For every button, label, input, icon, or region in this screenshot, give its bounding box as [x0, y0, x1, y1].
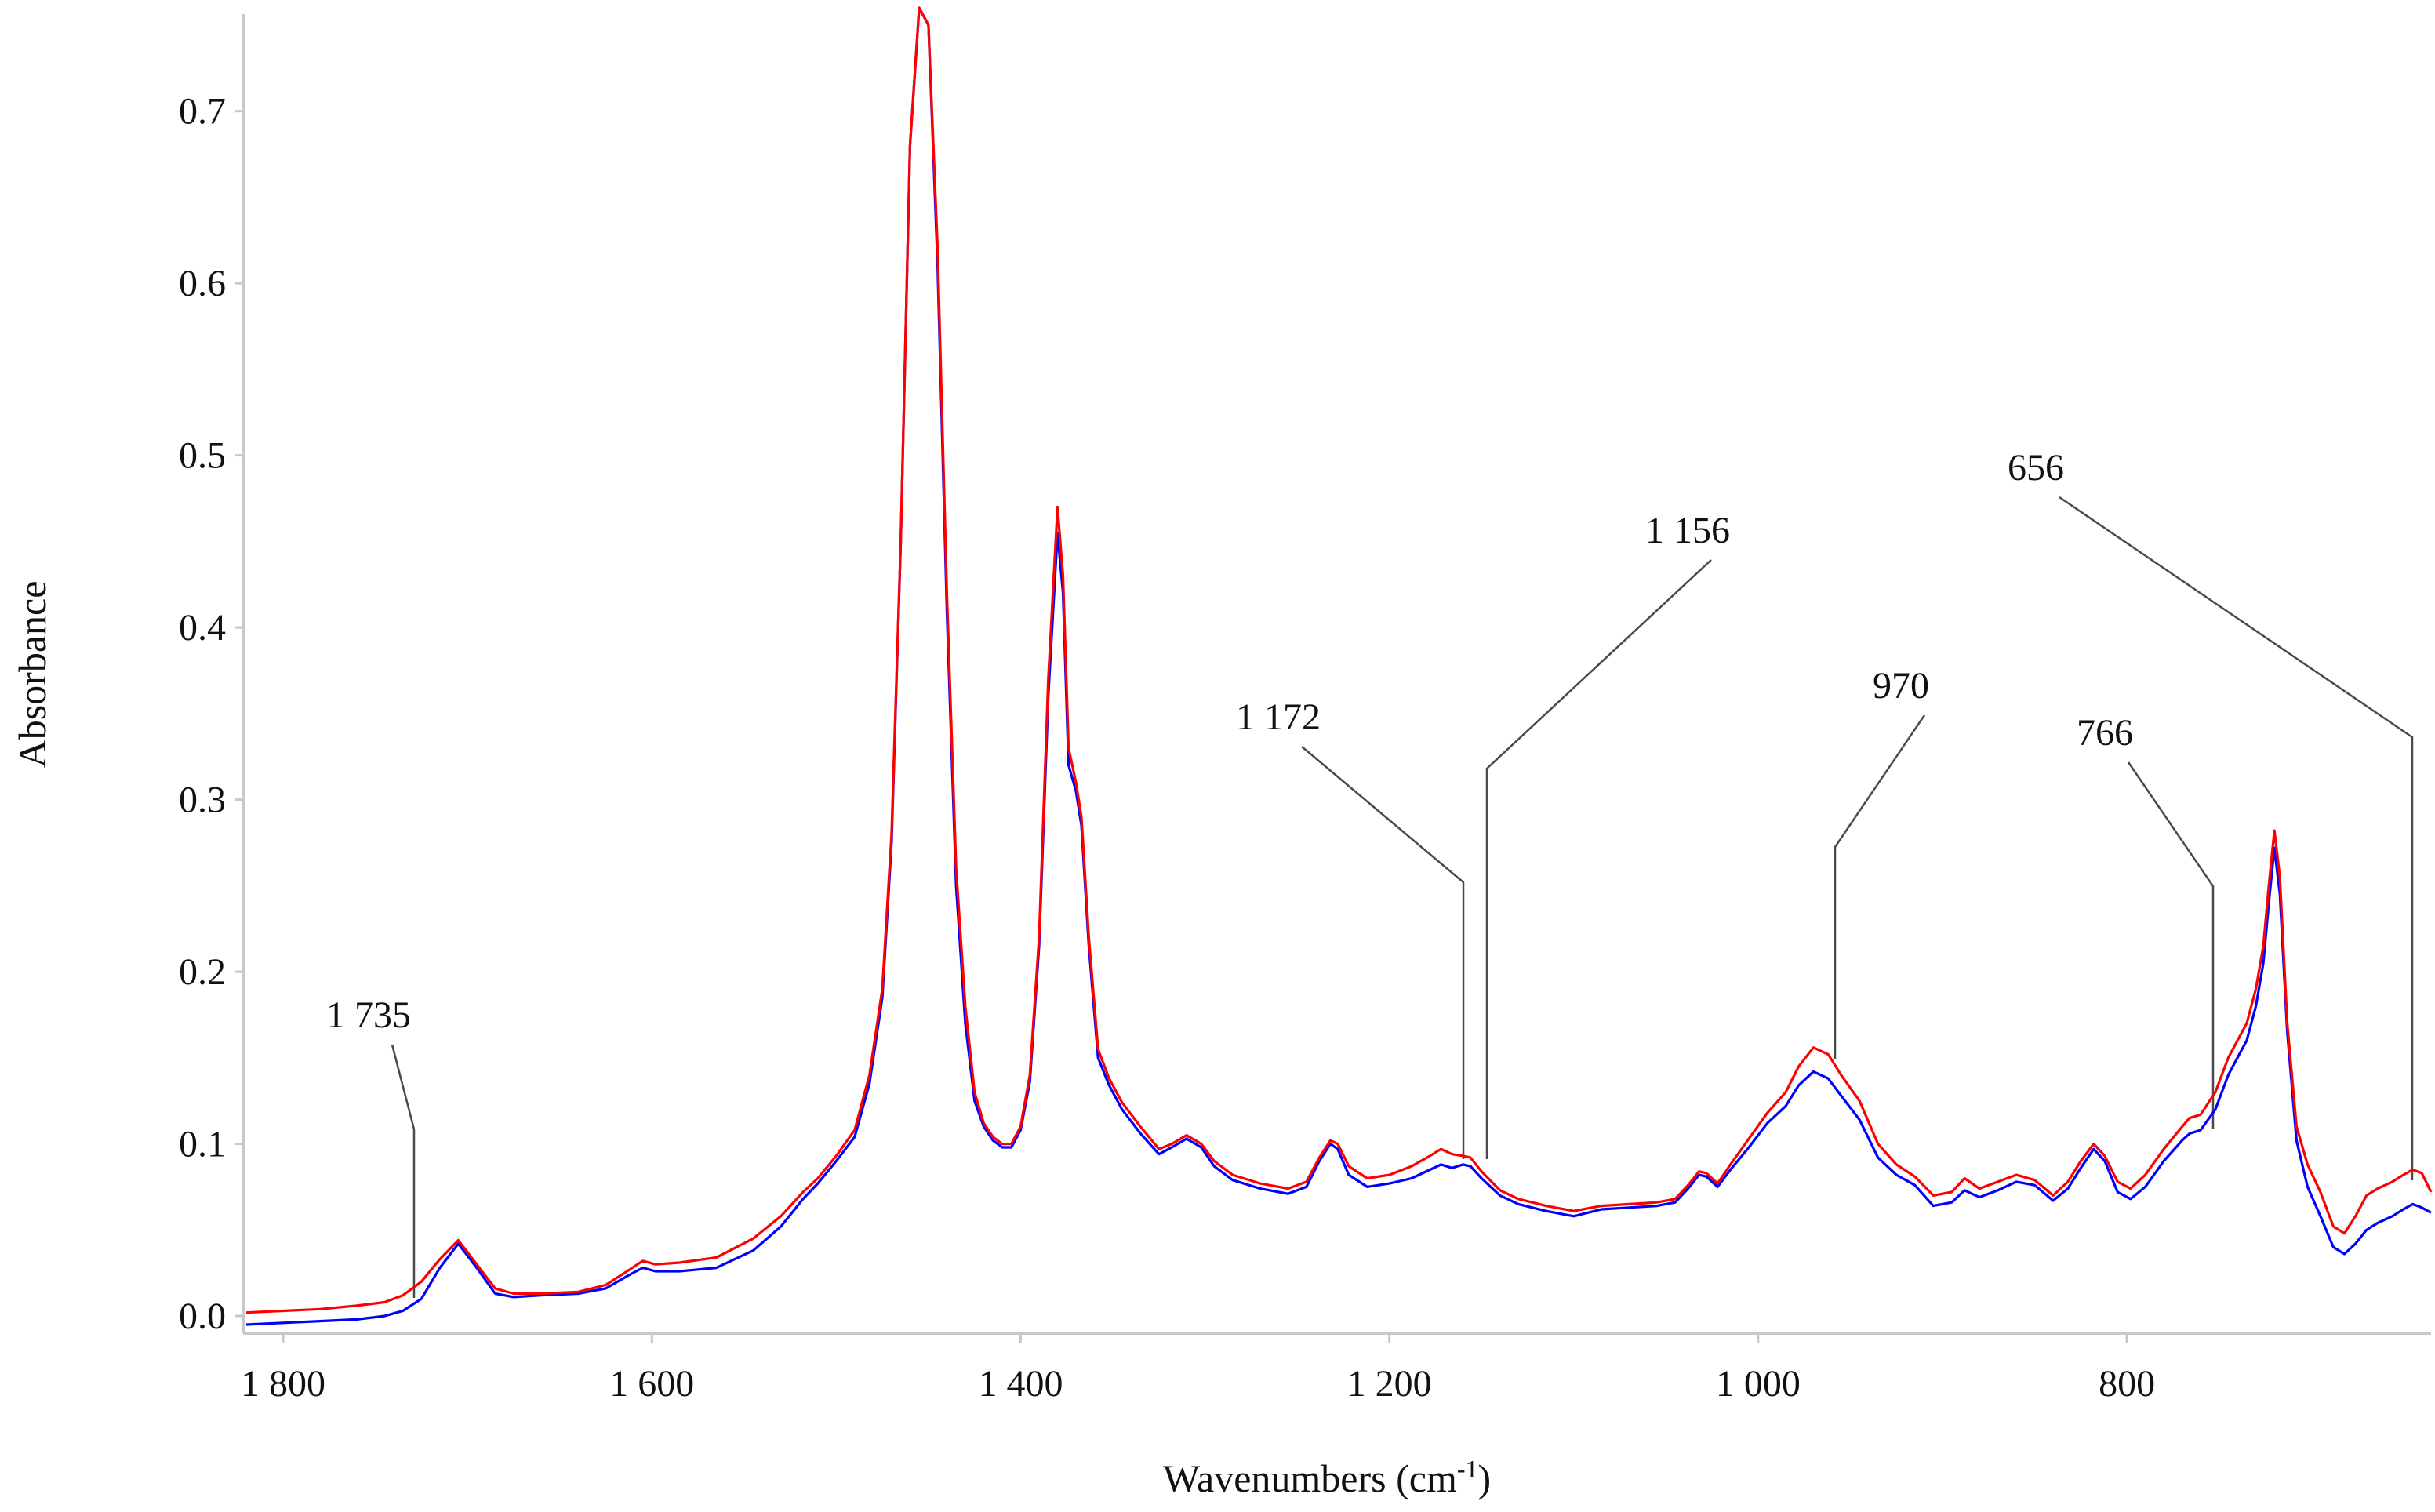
peak-annotation-label: 970 — [1873, 665, 1929, 707]
spectrum-line-blue — [245, 6, 2432, 1326]
peak-annotation-label: 1 735 — [326, 994, 411, 1036]
x-tick-label: 800 — [2099, 1363, 2155, 1405]
annotation-leaders — [391, 496, 2414, 1298]
annotation-leader — [1485, 559, 1712, 1159]
y-tick-label: 0.3 — [179, 780, 226, 821]
x-axis-title-main: Wavenumbers (cm — [1163, 1456, 1457, 1500]
peak-annotation-label: 1 156 — [1645, 510, 1730, 551]
peak-annotation-label: 1 172 — [1236, 696, 1321, 738]
y-axis-ticks: 0.0 0.1 0.2 0.3 0.4 0.5 0.6 0.7 — [179, 91, 243, 1337]
plot-area: 0.0 0.1 0.2 0.3 0.4 0.5 0.6 0.7 1 800 1 600 1 400… — [179, 6, 2433, 1405]
x-axis-ticks: 1 800 1 600 1 400 1 200 1 000 800 — [241, 1333, 2155, 1405]
y-axis-title: Absorbance — [10, 581, 54, 769]
x-tick-label: 1 000 — [1716, 1363, 1801, 1405]
y-tick-label: 0.6 — [179, 263, 226, 304]
spectrum-series — [245, 6, 2433, 1326]
annotation-leader — [1834, 714, 1926, 1059]
x-axis-title: Wavenumbers (cm-1) — [1163, 1455, 1491, 1500]
annotation-leader — [2059, 496, 2414, 1180]
annotation-leader — [391, 1044, 416, 1298]
x-axis-title-superscript: -1 — [1457, 1455, 1478, 1483]
x-axis-title-close: ) — [1478, 1456, 1492, 1500]
peak-annotations: 1 735 1 172 1 156 970 766 656 — [326, 447, 2133, 1036]
y-tick-label: 0.1 — [179, 1124, 226, 1165]
y-tick-label: 0.7 — [179, 91, 226, 133]
peak-annotation-label: 766 — [2077, 712, 2133, 754]
y-tick-label: 0.0 — [179, 1296, 226, 1337]
spectrum-line-red — [245, 6, 2433, 1314]
annotation-leader — [1301, 746, 1465, 1159]
y-tick-label: 0.2 — [179, 951, 226, 993]
y-tick-label: 0.5 — [179, 435, 226, 477]
x-tick-label: 1 600 — [609, 1363, 694, 1405]
x-tick-label: 1 400 — [978, 1363, 1063, 1405]
peak-annotation-label: 656 — [2008, 447, 2064, 489]
x-tick-label: 1 800 — [241, 1363, 325, 1405]
annotation-leader — [2127, 761, 2215, 1129]
y-tick-label: 0.4 — [179, 607, 226, 649]
x-tick-label: 1 200 — [1347, 1363, 1432, 1405]
